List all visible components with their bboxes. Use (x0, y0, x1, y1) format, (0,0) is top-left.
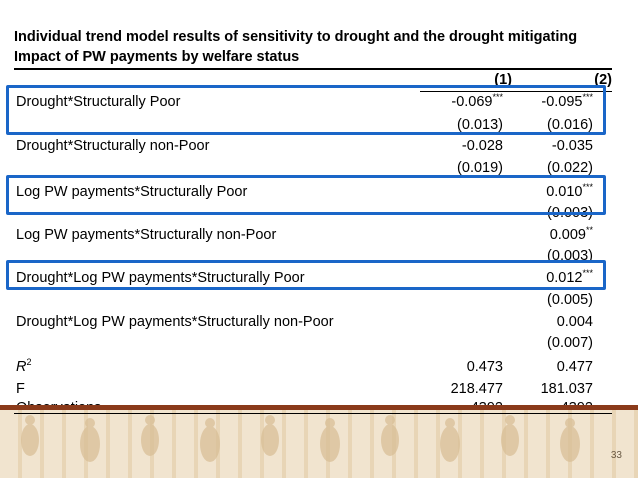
row-label-drought-structurally-non-poor: Drought*Structurally non-Poor (16, 138, 210, 154)
coef-value: -0.069 (451, 94, 493, 110)
title-line-1: Individual trend model results of sensit… (14, 29, 578, 45)
row-label-log-pw-structurally-poor: Log PW payments*Structurally Poor (16, 184, 248, 200)
row-label-log-pw-structurally-non-poor: Log PW payments*Structurally non-Poor (16, 227, 277, 243)
footer-decorative-band (0, 410, 638, 478)
title-line-2: Impact of PW payments by welfare status (14, 49, 300, 65)
coef-value: 0.009 (549, 227, 586, 243)
coef-value: 0.004 (556, 314, 593, 330)
se-col1: (0.013) (457, 117, 503, 133)
highlight-box-drought-poor (6, 85, 606, 135)
table-bottom-rule (14, 413, 612, 414)
coef-value: 0.010 (546, 184, 583, 200)
se-col2: (0.022) (547, 160, 593, 176)
slide-title: Individual trend model results of sensit… (14, 27, 629, 67)
row-label-drought-log-pw-structurally-poor: Drought*Log PW payments*Structurally Poo… (16, 270, 305, 286)
significance-stars: *** (582, 92, 593, 102)
r2-col2: 0.477 (556, 359, 593, 375)
row-label-drought-log-pw-structurally-non-poor: Drought*Log PW payments*Structurally non… (16, 314, 334, 330)
significance-stars: ** (585, 225, 593, 235)
footer-band-stripe (0, 405, 638, 410)
coef-col1: -0.069*** (393, 92, 503, 112)
se-col2: (0.016) (547, 117, 593, 133)
highlight-box-drought-log-pw-poor (6, 260, 606, 290)
coef-col2: 0.012*** (493, 268, 593, 288)
significance-stars: *** (582, 182, 593, 192)
coef-col2: -0.095*** (493, 92, 593, 112)
significance-stars: *** (492, 92, 503, 102)
footer-figures-pattern (21, 415, 580, 462)
coef-col2: 0.004 (493, 312, 593, 332)
f-col1: 218.477 (450, 381, 503, 397)
coef-col1: -0.028 (393, 136, 503, 156)
coef-value: 0.012 (546, 270, 583, 286)
header-rule (420, 91, 612, 92)
se-col2: (0.007) (547, 335, 593, 351)
coef-col2: 0.010*** (493, 182, 593, 202)
row-label-drought-structurally-poor: Drought*Structurally Poor (16, 94, 181, 110)
significance-stars: *** (582, 268, 593, 278)
col-header-1: (1) (494, 72, 512, 88)
f-col2: 181.037 (540, 381, 593, 397)
coef-col2: 0.009** (493, 225, 593, 245)
r2-superscript: 2 (26, 357, 32, 367)
coef-value: -0.035 (551, 138, 593, 154)
coef-col2: -0.035 (493, 136, 593, 156)
coef-value: -0.095 (541, 94, 583, 110)
coef-value: -0.028 (461, 138, 503, 154)
r2-col1: 0.473 (466, 359, 503, 375)
highlight-box-log-pw-poor (6, 175, 606, 215)
se-col2: (0.005) (547, 292, 593, 308)
r2-letter: R (16, 359, 27, 375)
row-label-r-squared: R2 (16, 357, 32, 377)
se-col1: (0.019) (457, 160, 503, 176)
title-rule (14, 68, 612, 70)
row-label-f: F (16, 381, 25, 397)
col-header-2: (2) (594, 72, 612, 88)
page-number: 33 (610, 450, 622, 461)
